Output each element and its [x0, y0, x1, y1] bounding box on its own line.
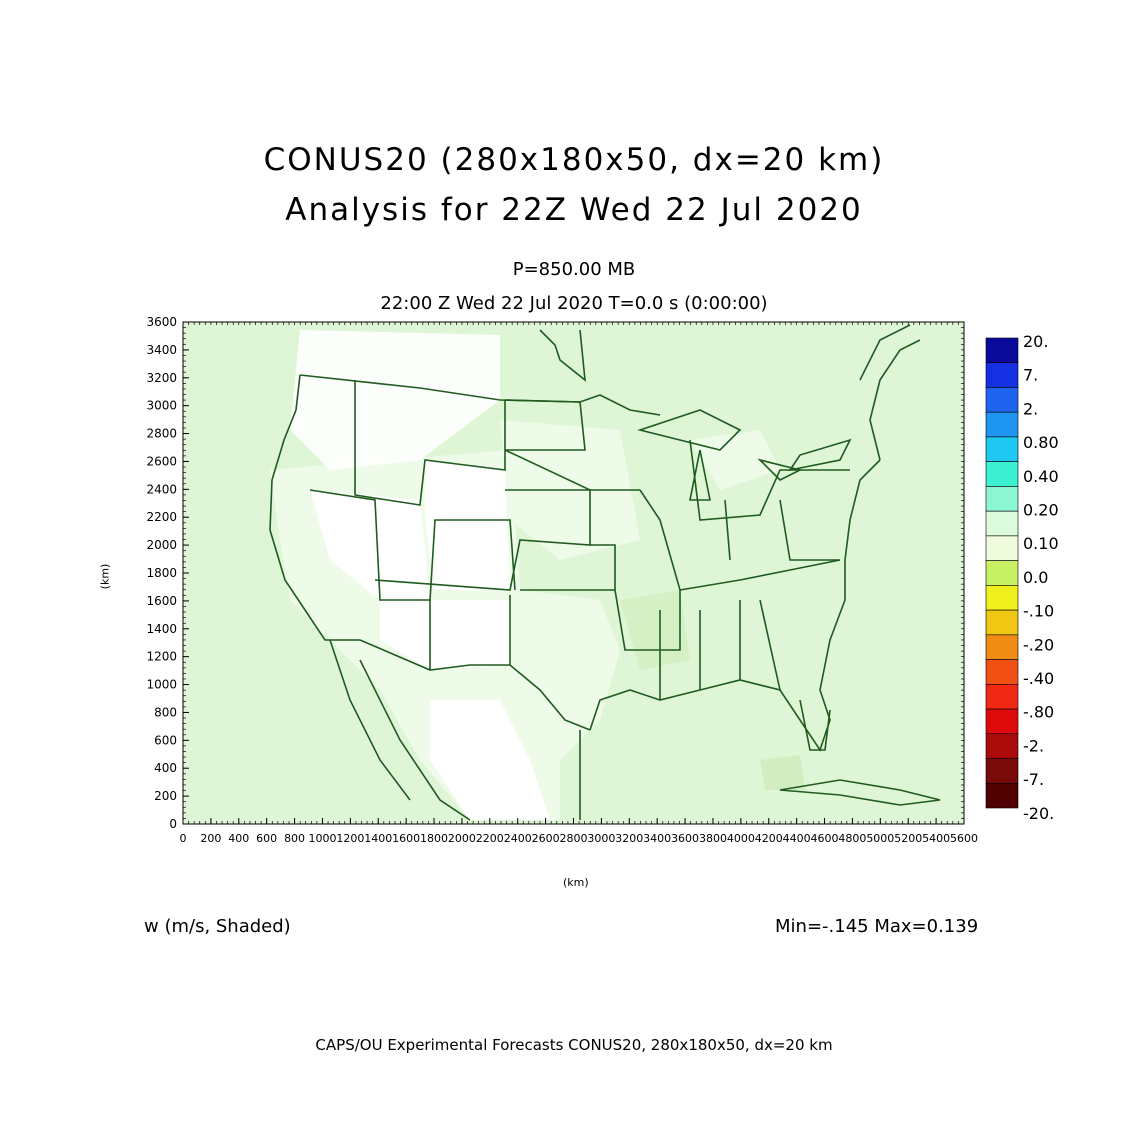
colorbar-swatch — [985, 758, 1019, 784]
colorbar-swatch — [985, 436, 1019, 462]
y-tick-label: 3200 — [146, 371, 177, 385]
colorbar-label: 0.20 — [1023, 501, 1059, 520]
valid-time: 22:00 Z Wed 22 Jul 2020 T=0.0 s (0:00:00… — [380, 293, 768, 314]
colorbar-swatch — [985, 659, 1019, 685]
x-tick-label: 3200 — [615, 832, 643, 845]
colorbar-label: 0.40 — [1023, 467, 1059, 486]
x-tick-label: 3600 — [671, 832, 699, 845]
colorbar-label: -2. — [1023, 736, 1044, 755]
x-tick-label: 2200 — [476, 832, 504, 845]
colorbar-label: 0.10 — [1023, 534, 1059, 553]
colorbar-label: -.40 — [1023, 669, 1054, 688]
x-tick-label: 1000 — [308, 832, 336, 845]
y-axis-unit: (km) — [98, 563, 112, 590]
footer-caption: CAPS/OU Experimental Forecasts CONUS20, … — [315, 1036, 833, 1054]
colorbar-label: 0.0 — [1023, 568, 1048, 587]
colorbar-swatch — [985, 486, 1019, 512]
colorbar-swatch — [985, 609, 1019, 636]
min-max-label: Min=-.145 Max=0.139 — [775, 916, 979, 937]
boundary-lines — [269, 324, 941, 821]
y-tick-label: 1000 — [146, 678, 177, 692]
x-tick-label: 4800 — [838, 832, 866, 845]
colorbar-swatch — [985, 708, 1019, 735]
x-tick-label: 2800 — [560, 832, 588, 845]
colorbar-swatch — [985, 411, 1019, 438]
y-tick-label: 2200 — [146, 510, 177, 524]
x-tick-label: 5000 — [866, 832, 894, 845]
x-tick-label: 3800 — [699, 832, 727, 845]
x-tick-label: 1800 — [420, 832, 448, 845]
x-tick-label: 4400 — [783, 832, 811, 845]
y-tick-label: 800 — [154, 705, 177, 719]
x-tick-label: 1600 — [392, 832, 420, 845]
y-tick-label: 1400 — [146, 622, 177, 636]
x-tick-label: 1200 — [336, 832, 364, 845]
colorbar-label: -20. — [1023, 804, 1054, 823]
colorbar-swatch — [985, 634, 1019, 660]
x-tick-label: 4000 — [727, 832, 755, 845]
colorbar-label: 2. — [1023, 399, 1038, 418]
y-tick-label: 3000 — [146, 399, 177, 413]
colorbar-label: -.10 — [1023, 602, 1054, 621]
colorbar-swatch — [985, 733, 1019, 759]
x-tick-label: 2600 — [532, 832, 560, 845]
colorbar-swatch — [985, 387, 1019, 413]
x-tick-label: 5200 — [894, 832, 922, 845]
colorbar-label: -7. — [1023, 770, 1044, 789]
x-tick-label: 3400 — [643, 832, 671, 845]
colorbar-swatch — [985, 535, 1019, 561]
x-tick-label: 5400 — [922, 832, 950, 845]
y-tick-label: 2000 — [146, 538, 177, 552]
y-tick-label: 400 — [154, 761, 177, 775]
colorbar-label: 20. — [1023, 332, 1048, 351]
colorbar-swatch — [985, 782, 1019, 809]
y-tick-label: 3400 — [146, 343, 177, 357]
colorbar-label: -.20 — [1023, 635, 1054, 654]
y-tick-label: 3600 — [146, 315, 177, 329]
x-tick-label: 3000 — [587, 832, 615, 845]
axes: 0 200 400 600 800 1000 1200 1400 1600 1800 2000 220… — [146, 315, 978, 845]
x-tick-label: 4200 — [755, 832, 783, 845]
x-tick-label: 600 — [256, 832, 277, 845]
x-tick-label: 400 — [228, 832, 249, 845]
x-tick-label: 5600 — [950, 832, 978, 845]
y-tick-label: 1800 — [146, 566, 177, 580]
colorbar-swatch — [985, 585, 1019, 611]
y-tick-label: 2400 — [146, 482, 177, 496]
pressure-level: P=850.00 MB — [512, 259, 636, 280]
colorbar: 20. 7. 2. 0.80 0.40 0.20 0.10 0.0 -.10 -.20 -.40 -.… — [985, 332, 1059, 823]
x-tick-label: 1400 — [364, 832, 392, 845]
x-tick-label: 0 — [180, 832, 187, 845]
x-tick-label: 2400 — [504, 832, 532, 845]
colorbar-swatch — [985, 461, 1019, 487]
y-tick-label: 1200 — [146, 650, 177, 664]
colorbar-swatch — [985, 560, 1019, 586]
colorbar-swatch — [985, 684, 1019, 710]
x-tick-label: 800 — [284, 832, 305, 845]
y-tick-label: 200 — [154, 789, 177, 803]
colorbar-swatch — [985, 510, 1019, 537]
variable-label: w (m/s, Shaded) — [144, 916, 291, 937]
colorbar-swatch — [985, 362, 1019, 388]
colorbar-label: 7. — [1023, 366, 1038, 385]
x-tick-label: 4600 — [811, 832, 839, 845]
x-axis-unit: (km) — [563, 876, 589, 889]
y-tick-label: 0 — [169, 817, 177, 831]
title-line-1: CONUS20 (280x180x50, dx=20 km) — [263, 142, 885, 178]
y-tick-label: 600 — [154, 733, 177, 747]
x-tick-label: 200 — [200, 832, 221, 845]
colorbar-swatch — [985, 337, 1019, 364]
y-tick-label: 1600 — [146, 594, 177, 608]
colorbar-label: 0.80 — [1023, 433, 1059, 452]
colorbar-label: -.80 — [1023, 703, 1054, 722]
shading-patches — [270, 330, 805, 820]
y-tick-label: 2800 — [146, 427, 177, 441]
x-tick-label: 2000 — [448, 832, 476, 845]
title-line-2: Analysis for 22Z Wed 22 Jul 2020 — [285, 192, 863, 228]
y-tick-label: 2600 — [146, 454, 177, 468]
